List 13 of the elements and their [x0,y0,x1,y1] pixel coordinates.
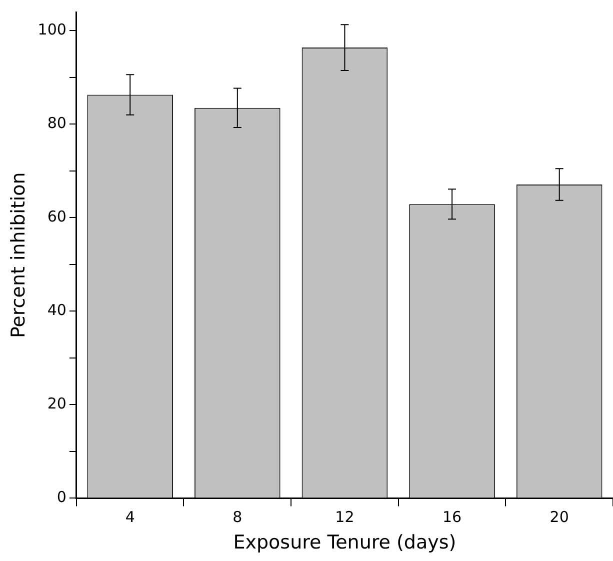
y-tick-label: 60 [47,208,66,226]
y-tick-label: 80 [47,114,66,132]
y-axis-title: Percent inhibition [7,172,30,338]
y-tick-label: 20 [47,394,66,413]
y-tick-label: 100 [38,20,66,39]
x-tick-label: 4 [125,508,135,526]
x-tick-label: 20 [550,508,569,526]
x-axis-title: Exposure Tenure (days) [233,532,456,554]
y-tick-label: 40 [47,301,66,320]
y-tick-label: 0 [56,488,66,506]
x-tick-label: 8 [232,508,242,526]
x-tick-label: 16 [442,508,462,526]
x-tick-label: 12 [335,508,354,526]
